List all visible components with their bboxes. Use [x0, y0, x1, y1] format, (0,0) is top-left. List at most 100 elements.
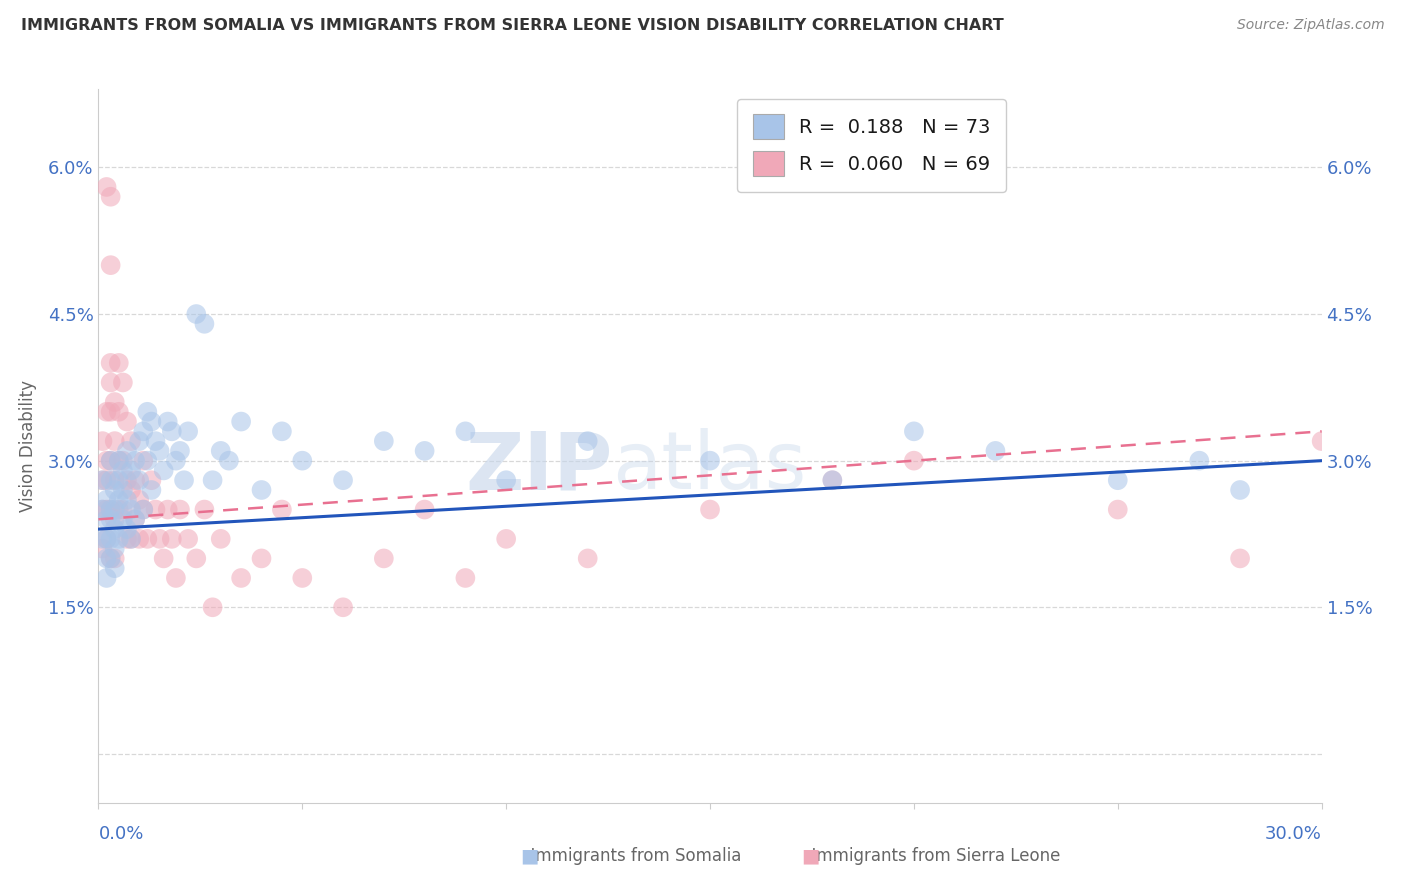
Point [270, 502, 294, 516]
Point [169, 502, 191, 516]
Point [141, 473, 163, 487]
Point [141, 415, 163, 429]
Point [124, 453, 146, 467]
Point [165, 453, 187, 467]
Point [115, 532, 138, 546]
Point [100, 453, 122, 467]
Point [984, 443, 1007, 458]
Point [91, 541, 114, 556]
Point [1107, 502, 1129, 516]
Point [169, 443, 191, 458]
Point [96, 502, 118, 516]
Point [111, 463, 134, 477]
Point [165, 571, 187, 585]
Point [132, 502, 155, 516]
Point [100, 473, 122, 487]
Point [132, 425, 155, 439]
Point [1229, 551, 1251, 566]
Point [115, 415, 138, 429]
Point [250, 483, 273, 497]
Point [177, 425, 200, 439]
Point [111, 453, 134, 467]
Point [100, 356, 122, 370]
Text: ZIP: ZIP [465, 428, 612, 507]
Point [104, 434, 127, 449]
Text: ■: ■ [801, 847, 820, 865]
Point [100, 453, 122, 467]
Point [173, 473, 195, 487]
Point [193, 317, 215, 331]
Point [91, 434, 114, 449]
Point [141, 483, 163, 497]
Point [373, 434, 395, 449]
Point [124, 512, 146, 526]
Text: Source: ZipAtlas.com: Source: ZipAtlas.com [1237, 18, 1385, 32]
Point [128, 434, 150, 449]
Point [270, 425, 294, 439]
Point [1310, 434, 1333, 449]
Text: Immigrants from Somalia: Immigrants from Somalia [520, 847, 741, 865]
Point [699, 502, 721, 516]
Point [903, 453, 925, 467]
Point [104, 502, 127, 516]
Point [177, 532, 200, 546]
Point [115, 492, 138, 507]
Point [231, 571, 253, 585]
Point [495, 532, 517, 546]
Point [1107, 473, 1129, 487]
Point [145, 434, 167, 449]
Point [193, 502, 215, 516]
Point [104, 551, 127, 566]
Point [120, 483, 142, 497]
Point [96, 551, 118, 566]
Y-axis label: Vision Disability: Vision Disability [18, 380, 37, 512]
Point [250, 551, 273, 566]
Point [100, 258, 122, 272]
Point [96, 405, 118, 419]
Point [120, 532, 142, 546]
Point [100, 405, 122, 419]
Point [201, 473, 224, 487]
Text: IMMIGRANTS FROM SOMALIA VS IMMIGRANTS FROM SIERRA LEONE VISION DISABILITY CORREL: IMMIGRANTS FROM SOMALIA VS IMMIGRANTS FR… [21, 18, 1004, 33]
Point [136, 532, 159, 546]
Point [115, 443, 138, 458]
Point [152, 551, 174, 566]
Text: Immigrants from Sierra Leone: Immigrants from Sierra Leone [801, 847, 1060, 865]
Point [91, 502, 114, 516]
Point [111, 512, 134, 526]
Point [96, 571, 118, 585]
Point [120, 502, 142, 516]
Point [120, 434, 142, 449]
Point [136, 453, 159, 467]
Point [91, 532, 114, 546]
Point [108, 502, 131, 516]
Point [108, 453, 131, 467]
Point [108, 405, 131, 419]
Point [136, 405, 159, 419]
Point [100, 376, 122, 390]
Point [96, 473, 118, 487]
Point [454, 425, 477, 439]
Point [132, 502, 155, 516]
Point [149, 443, 172, 458]
Point [120, 463, 142, 477]
Point [132, 453, 155, 467]
Point [231, 415, 253, 429]
Point [91, 473, 114, 487]
Legend: R =  0.188   N = 73, R =  0.060   N = 69: R = 0.188 N = 73, R = 0.060 N = 69 [737, 99, 1007, 192]
Point [332, 600, 354, 615]
Point [100, 532, 122, 546]
Point [111, 483, 134, 497]
Point [96, 492, 118, 507]
Point [156, 502, 179, 516]
Point [186, 551, 208, 566]
Point [128, 473, 150, 487]
Point [115, 473, 138, 487]
Point [91, 473, 114, 487]
Point [332, 473, 354, 487]
Point [454, 571, 477, 585]
Point [124, 473, 146, 487]
Point [96, 512, 118, 526]
Point [91, 502, 114, 516]
Point [145, 502, 167, 516]
